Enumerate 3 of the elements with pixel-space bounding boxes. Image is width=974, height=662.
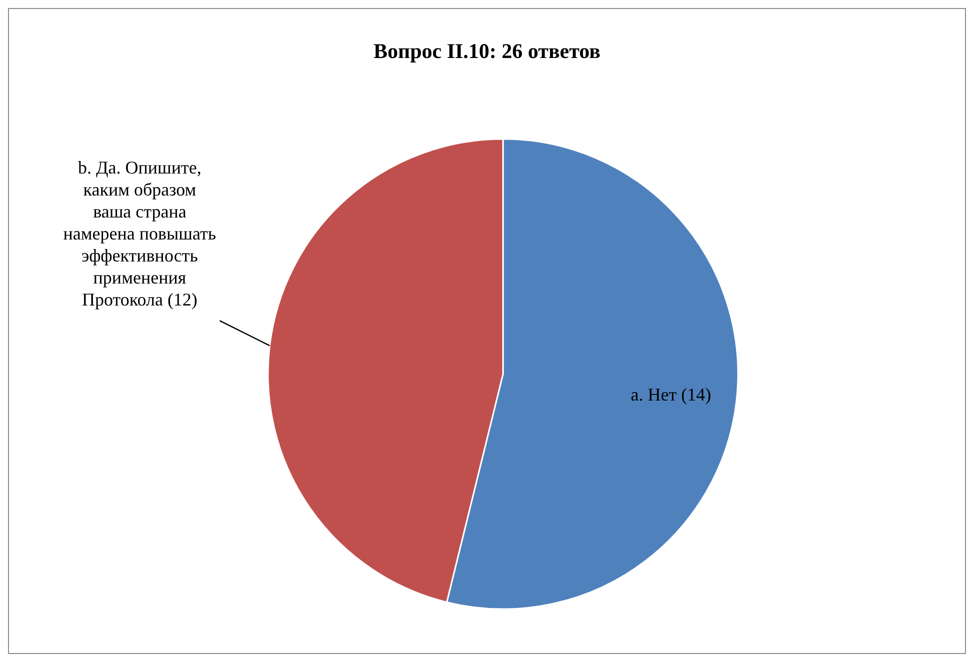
chart-title: Вопрос II.10: 26 ответов bbox=[372, 38, 602, 65]
slice-label: b. Да. Опишите, каким образом ваша страна намерена повышать эффективность применения Протокола (12) bbox=[63, 158, 216, 310]
slice-label: a. Нет (14) bbox=[630, 384, 712, 404]
